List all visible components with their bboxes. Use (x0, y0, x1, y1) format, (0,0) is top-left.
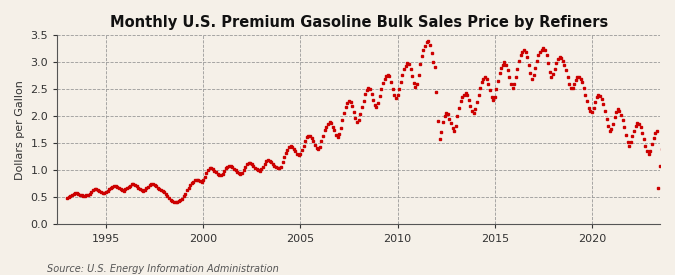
Title: Monthly U.S. Premium Gasoline Bulk Sales Price by Refiners: Monthly U.S. Premium Gasoline Bulk Sales… (109, 15, 608, 30)
Text: Source: U.S. Energy Information Administration: Source: U.S. Energy Information Administ… (47, 264, 279, 274)
Y-axis label: Dollars per Gallon: Dollars per Gallon (15, 80, 25, 180)
